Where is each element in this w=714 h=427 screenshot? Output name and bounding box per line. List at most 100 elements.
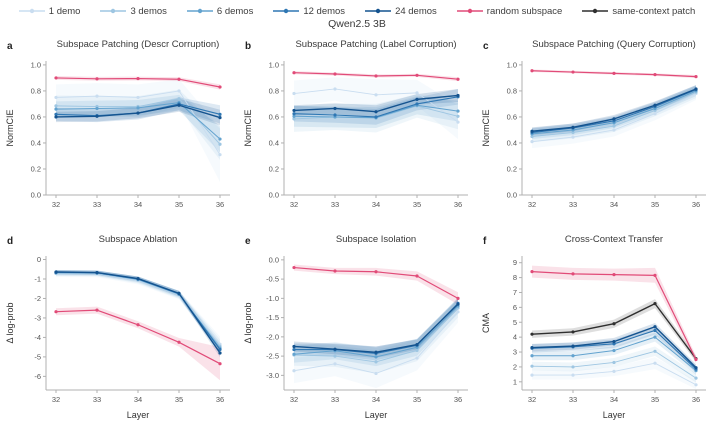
data-point-random bbox=[177, 340, 181, 344]
y-tick-label: -3.0 bbox=[266, 371, 279, 380]
legend-item-demo12: 12 demos bbox=[273, 6, 345, 17]
band-demo12 bbox=[532, 85, 696, 138]
y-tick-label: 0.8 bbox=[507, 86, 517, 95]
data-point-demo3 bbox=[694, 376, 698, 380]
y-tick-label: -1 bbox=[34, 274, 41, 283]
chart-e: e Subspace Isolation 0.0 -0.5 -1.0 -1.5 -2.0 -2… bbox=[243, 234, 468, 420]
panel-title: Subspace Isolation bbox=[336, 234, 416, 245]
panel-d: d Subspace Ablation 0 -1 -2 -3 -4 -5 -6 32 33 34 35 3… bbox=[0, 226, 238, 427]
data-point-random bbox=[218, 362, 222, 366]
y-tick-label: 0.6 bbox=[269, 112, 279, 121]
data-point-demo24 bbox=[612, 340, 616, 344]
legend-label: 24 demos bbox=[395, 5, 437, 17]
legend-marker-demo6-icon bbox=[186, 8, 213, 14]
bands bbox=[56, 75, 220, 182]
data-point-random bbox=[694, 75, 698, 79]
y-tick-label: 0.0 bbox=[507, 191, 517, 200]
series-demo1 bbox=[292, 310, 460, 376]
x-tick-label: 35 bbox=[413, 395, 421, 404]
series-demo6 bbox=[54, 101, 222, 141]
data-point-demo12 bbox=[218, 347, 222, 352]
data-point-demo1 bbox=[374, 371, 378, 376]
series-demo24 bbox=[54, 270, 222, 355]
chart-a: a Subspace Patching (Descr Corruption) 0.0… bbox=[5, 39, 230, 209]
data-point-demo24 bbox=[333, 347, 337, 351]
x-tick-label: 34 bbox=[372, 200, 380, 209]
data-point-demo1 bbox=[612, 128, 616, 132]
x-tick-label: 34 bbox=[372, 395, 380, 404]
x-tick-label: 36 bbox=[454, 395, 462, 404]
panel-title: Subspace Ablation bbox=[99, 234, 178, 245]
data-point-demo3 bbox=[653, 349, 657, 353]
panel-a: a Subspace Patching (Descr Corruption) 0.0… bbox=[0, 31, 238, 226]
panel-letter: e bbox=[245, 236, 251, 247]
data-point-demo3 bbox=[177, 97, 181, 101]
data-point-demo3 bbox=[571, 130, 575, 135]
x-tick-label: 33 bbox=[331, 200, 339, 209]
data-point-random bbox=[218, 85, 222, 89]
data-point-demo1 bbox=[415, 91, 419, 95]
data-point-demo3 bbox=[456, 114, 460, 118]
data-point-demo24 bbox=[136, 276, 140, 281]
y-tick-label: 3 bbox=[513, 348, 517, 357]
data-point-random bbox=[653, 273, 657, 277]
data-point-demo6 bbox=[292, 352, 296, 356]
data-point-demo24 bbox=[54, 115, 58, 119]
data-point-demo6 bbox=[218, 137, 222, 141]
x-tick-label: 32 bbox=[290, 395, 298, 404]
data-point-demo24 bbox=[456, 93, 460, 98]
y-tick-label: 1 bbox=[513, 377, 517, 386]
data-point-random bbox=[333, 269, 337, 273]
x-tick-label: 33 bbox=[93, 200, 101, 209]
panel-letter: f bbox=[483, 236, 487, 247]
x-tick-label: 33 bbox=[331, 395, 339, 404]
data-point-demo24 bbox=[415, 342, 419, 347]
data-point-demo6 bbox=[612, 348, 616, 353]
data-point-random bbox=[612, 273, 616, 277]
legend-marker-demo12-icon bbox=[273, 8, 300, 14]
panel-title: Subspace Patching (Query Corruption) bbox=[532, 39, 696, 50]
series-random bbox=[292, 71, 460, 81]
y-tick-label: 0.4 bbox=[269, 138, 279, 147]
data-point-random bbox=[95, 308, 99, 312]
band-random bbox=[56, 306, 220, 381]
data-point-random bbox=[374, 270, 378, 274]
data-point-demo1 bbox=[571, 135, 575, 139]
y-tick-label: -1.5 bbox=[266, 313, 279, 322]
y-tick-label: -6 bbox=[34, 372, 41, 381]
y-tick-label: -0.5 bbox=[266, 275, 279, 284]
legend-item-same: same-context patch bbox=[582, 6, 695, 17]
data-point-same bbox=[530, 332, 534, 336]
data-point-demo24 bbox=[653, 325, 657, 329]
x-tick-label: 32 bbox=[52, 200, 60, 209]
legend-item-demo6: 6 demos bbox=[186, 6, 253, 17]
data-point-demo3 bbox=[415, 348, 419, 352]
data-point-demo3 bbox=[612, 360, 616, 365]
data-point-demo3 bbox=[292, 117, 296, 121]
x-tick-label: 36 bbox=[692, 395, 700, 404]
data-point-same bbox=[653, 302, 657, 306]
data-point-random bbox=[136, 323, 140, 327]
data-point-demo12 bbox=[653, 328, 657, 333]
y-tick-label: -4 bbox=[34, 333, 41, 342]
y-tick-label: 5 bbox=[513, 318, 517, 327]
data-point-demo3 bbox=[530, 364, 534, 368]
x-axis-label: Layer bbox=[365, 410, 388, 420]
data-point-random bbox=[292, 71, 296, 75]
figure: 1 demo 3 demos 6 demos 12 demos 24 demos rand… bbox=[5, 5, 706, 420]
y-tick-label: 7 bbox=[513, 288, 517, 297]
y-tick-label: 0.2 bbox=[31, 164, 41, 173]
series-demo1 bbox=[292, 87, 460, 124]
data-point-demo3 bbox=[530, 134, 534, 139]
data-point-random bbox=[612, 71, 616, 75]
x-tick-label: 35 bbox=[175, 395, 183, 404]
panel-grid: a Subspace Patching (Descr Corruption) 0.0… bbox=[0, 31, 714, 427]
series-random bbox=[530, 270, 698, 362]
series-demo1 bbox=[530, 361, 698, 387]
data-point-demo1 bbox=[374, 93, 378, 97]
data-point-demo24 bbox=[95, 114, 99, 118]
data-point-demo3 bbox=[374, 360, 378, 364]
y-tick-label: -2.5 bbox=[266, 352, 279, 361]
data-point-random bbox=[333, 72, 337, 76]
x-tick-label: 36 bbox=[216, 200, 224, 209]
